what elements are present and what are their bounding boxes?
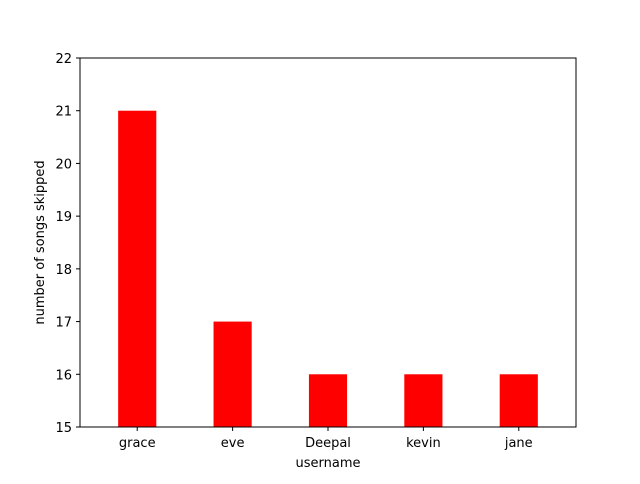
y-ticks: 15 16 17 18 19 20 21 22	[55, 52, 80, 436]
bar-kevin	[404, 374, 443, 427]
x-tick-label: eve	[221, 436, 245, 451]
x-tick-label: kevin	[406, 436, 441, 451]
bar-jane	[499, 374, 538, 427]
x-axis-label: username	[296, 456, 361, 471]
y-tick-label: 21	[55, 105, 72, 120]
bar-eve	[213, 321, 252, 427]
y-axis-label: number of songs skipped	[33, 160, 48, 324]
y-tick-label: 15	[55, 421, 72, 436]
x-tick-label: grace	[119, 436, 156, 451]
y-tick-label: 18	[55, 263, 72, 278]
y-tick-label: 19	[55, 210, 72, 225]
x-tick-label: jane	[504, 436, 533, 451]
bar-deepal	[308, 374, 348, 427]
x-ticks: grace eve Deepal kevin jane	[119, 427, 533, 451]
bar-grace	[118, 110, 157, 427]
y-tick-label: 16	[55, 368, 72, 383]
y-tick-label: 22	[55, 52, 72, 67]
y-tick-label: 17	[55, 316, 72, 331]
bars-layer	[118, 110, 538, 427]
x-tick-label: Deepal	[305, 436, 351, 451]
y-tick-label: 20	[55, 157, 72, 172]
